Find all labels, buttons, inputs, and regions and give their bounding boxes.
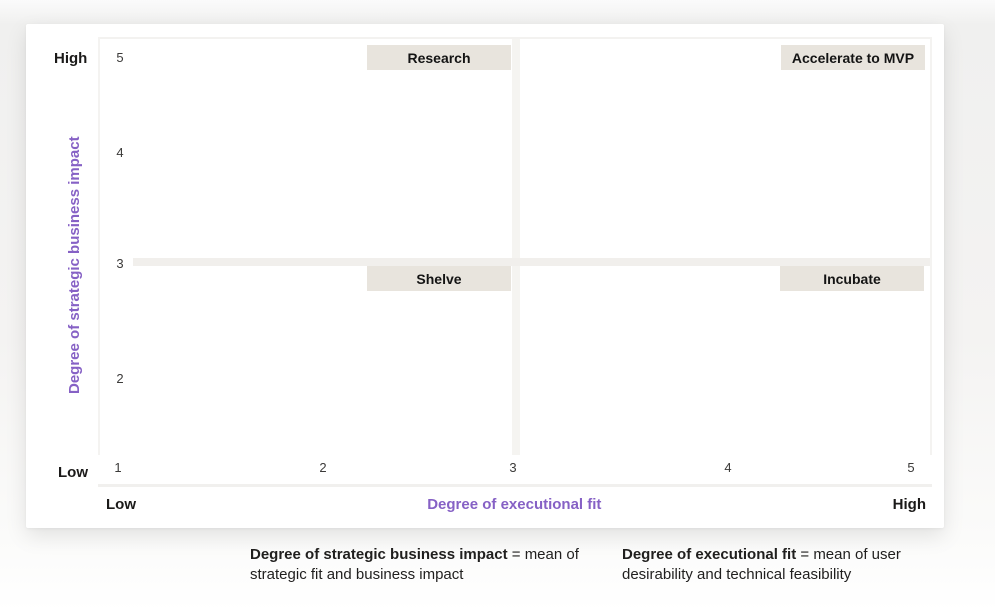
quadrant-label-accelerate-to-mvp: Accelerate to MVP (781, 45, 925, 70)
plot-area: Research Accelerate to MVP Shelve Incuba… (98, 37, 932, 487)
y-tick-5: 5 (116, 50, 124, 65)
plot-border-top (98, 37, 932, 39)
quadrant-label-shelve: Shelve (367, 266, 511, 291)
y-tick-4: 4 (116, 145, 124, 160)
plot-border-right (930, 37, 932, 455)
x-tick-1: 1 (114, 460, 122, 475)
y-tick-3: 3 (116, 256, 124, 271)
x-axis-title: Degree of executional fit (427, 495, 602, 513)
x-axis-high-label: High (892, 495, 926, 513)
quadrant-chart-card: High Low Degree of strategic business im… (26, 24, 944, 528)
x-tick-4: 4 (724, 460, 732, 475)
x-tick-2: 2 (319, 460, 327, 475)
footnote-definition: = mean of strategic fit and business imp… (250, 546, 579, 583)
plot-border-bottom (98, 484, 932, 487)
footnote-executional-fit: Degree of executional fit = mean of user… (622, 545, 922, 585)
quadrant-label-incubate: Incubate (780, 266, 924, 291)
footnote-term: Degree of strategic business impact (250, 546, 508, 563)
y-axis-low-label: Low (58, 464, 88, 481)
x-axis-low-label: Low (106, 495, 136, 513)
quadrant-label-research: Research (367, 45, 511, 70)
x-axis-row: Low Degree of executional fit High (98, 492, 932, 516)
y-axis-title: Degree of strategic business impact (66, 136, 83, 394)
x-tick-3: 3 (509, 460, 517, 475)
plot-border-left (98, 37, 100, 455)
y-axis-high-label: High (54, 50, 88, 67)
quadrant-divider-vertical (512, 39, 520, 455)
footnote-term: Degree of executional fit (622, 546, 797, 563)
footnote-definition: = mean of user desirability and technica… (622, 546, 901, 583)
footnote-strategic-business-impact: Degree of strategic business impact = me… (250, 545, 595, 585)
x-tick-5: 5 (907, 460, 915, 475)
quadrant-divider-horizontal (133, 258, 930, 266)
y-tick-2: 2 (116, 371, 124, 386)
